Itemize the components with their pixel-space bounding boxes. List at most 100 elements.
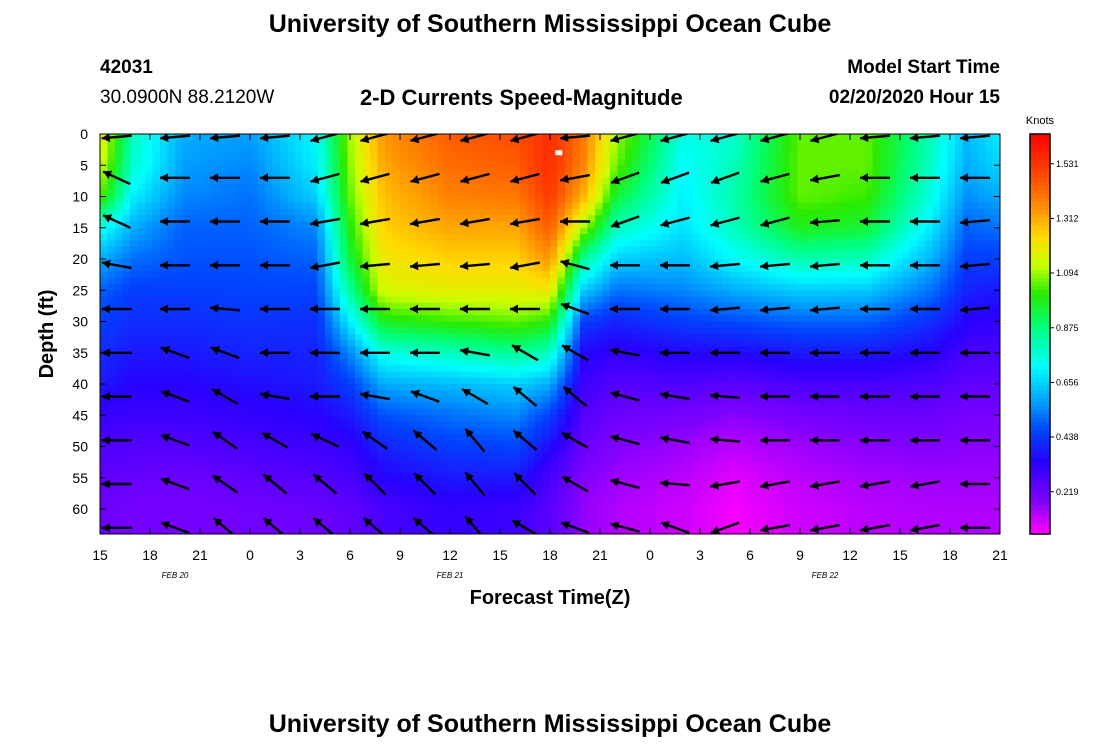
- heatmap-cell: [302, 171, 311, 179]
- heatmap-cell: [235, 427, 244, 435]
- heatmap-cell: [527, 496, 536, 504]
- heatmap-cell: [505, 502, 514, 510]
- heatmap-cell: [535, 521, 544, 529]
- heatmap-cell: [595, 446, 604, 454]
- heatmap-cell: [227, 371, 236, 379]
- heatmap-cell: [220, 177, 229, 185]
- heatmap-cell: [400, 140, 409, 148]
- heatmap-cell: [205, 327, 214, 335]
- heatmap-cell: [550, 377, 559, 385]
- heatmap-cell: [670, 221, 679, 229]
- heatmap-cell: [625, 352, 634, 360]
- heatmap-cell: [565, 252, 574, 260]
- heatmap-cell: [355, 477, 364, 485]
- heatmap-cell: [505, 402, 514, 410]
- heatmap-cell: [152, 202, 161, 210]
- heatmap-cell: [625, 527, 634, 534]
- heatmap-cell: [392, 427, 401, 435]
- heatmap-cell: [100, 246, 109, 254]
- heatmap-cell: [430, 215, 439, 223]
- heatmap-cell: [175, 277, 184, 285]
- heatmap-cell: [205, 496, 214, 504]
- heatmap-cell: [257, 234, 266, 241]
- heatmap-cell: [377, 265, 386, 273]
- heatmap-cell: [122, 371, 131, 379]
- heatmap-cell: [572, 177, 581, 185]
- heatmap-cell: [160, 421, 169, 429]
- heatmap-cell: [205, 277, 214, 285]
- heatmap-cell: [280, 352, 289, 360]
- heatmap-cell: [385, 259, 394, 266]
- heatmap-cell: [130, 284, 139, 291]
- heatmap-cell: [242, 196, 251, 204]
- heatmap-cell: [287, 390, 296, 398]
- heatmap-cell: [377, 209, 386, 216]
- heatmap-cell: [482, 296, 491, 304]
- heatmap-cell: [197, 227, 206, 235]
- heatmap-cell: [467, 384, 476, 391]
- heatmap-cell: [662, 171, 671, 179]
- heatmap-cell: [160, 515, 169, 523]
- heatmap-cell: [190, 359, 199, 366]
- heatmap-cell: [377, 509, 386, 516]
- heatmap-cell: [610, 284, 619, 291]
- heatmap-cell: [407, 509, 416, 516]
- heatmap-cell: [280, 259, 289, 266]
- heatmap-cell: [595, 296, 604, 304]
- heatmap-cell: [370, 152, 379, 160]
- heatmap-cell: [287, 246, 296, 254]
- heatmap-cell: [407, 371, 416, 379]
- heatmap-cell: [340, 415, 349, 423]
- heatmap-cell: [242, 202, 251, 210]
- heatmap-cell: [670, 515, 679, 523]
- heatmap-cell: [610, 502, 619, 510]
- heatmap-cell: [257, 527, 266, 534]
- heatmap-cell: [640, 215, 649, 223]
- heatmap-cell: [175, 484, 184, 491]
- heatmap-cell: [182, 284, 191, 291]
- heatmap-cell: [272, 252, 281, 260]
- heatmap-cell: [520, 377, 529, 385]
- heatmap-cell: [385, 134, 394, 141]
- heatmap-cell: [182, 202, 191, 210]
- heatmap-cell: [520, 284, 529, 291]
- heatmap-cell: [610, 202, 619, 210]
- heatmap-cell: [482, 346, 491, 354]
- heatmap-cell: [287, 234, 296, 241]
- heatmap-cell: [520, 327, 529, 335]
- heatmap-cell: [280, 384, 289, 391]
- heatmap-cell: [520, 302, 529, 310]
- heatmap-cell: [392, 165, 401, 173]
- heatmap-cell: [317, 365, 326, 373]
- heatmap-cell: [377, 459, 386, 466]
- heatmap-cell: [415, 377, 424, 385]
- heatmap-cell: [137, 202, 146, 210]
- heatmap-cell: [115, 271, 124, 279]
- heatmap-cell: [385, 509, 394, 516]
- heatmap-cell: [400, 202, 409, 210]
- heatmap-cell: [617, 459, 626, 466]
- heatmap-cell: [655, 377, 664, 385]
- heatmap-cell: [670, 165, 679, 173]
- heatmap-cell: [302, 527, 311, 534]
- heatmap-cell: [190, 209, 199, 216]
- heatmap-cell: [407, 465, 416, 473]
- heatmap-cell: [325, 402, 334, 410]
- heatmap-cell: [572, 252, 581, 260]
- heatmap-cell: [670, 290, 679, 298]
- heatmap-cell: [362, 159, 371, 166]
- heatmap-cell: [602, 315, 611, 323]
- heatmap-cell: [670, 327, 679, 335]
- heatmap-cell: [182, 327, 191, 335]
- heatmap-cell: [287, 190, 296, 198]
- heatmap-cell: [265, 140, 274, 148]
- heatmap-cell: [235, 509, 244, 516]
- heatmap-cell: [377, 284, 386, 291]
- heatmap-cell: [385, 140, 394, 148]
- heatmap-cell: [670, 334, 679, 341]
- heatmap-cell: [250, 459, 259, 466]
- heatmap-cell: [505, 390, 514, 398]
- heatmap-cell: [632, 509, 641, 516]
- heatmap-cell: [122, 252, 131, 260]
- heatmap-cell: [430, 421, 439, 429]
